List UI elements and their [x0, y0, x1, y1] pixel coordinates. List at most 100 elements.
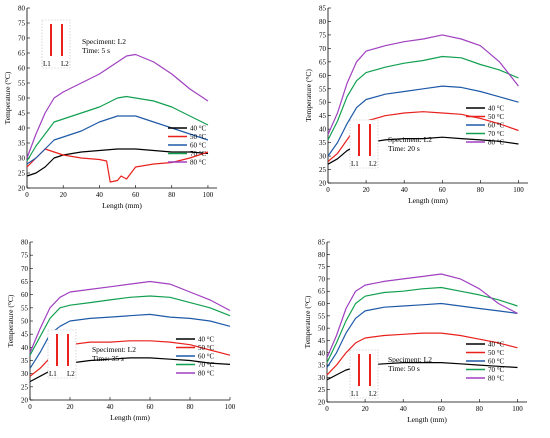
y-tick-label: 50 [318, 325, 326, 333]
y-tick-label: 80 [319, 18, 327, 26]
x-tick-label: 40 [401, 186, 409, 194]
y-tick-label: 65 [318, 288, 326, 296]
series-line-2 [26, 115, 209, 165]
x-axis-label: Length (mm) [110, 413, 150, 422]
x-tick-label: 100 [512, 405, 523, 413]
legend-label-3: 70 °C [198, 361, 215, 369]
y-tick-label: 50 [18, 95, 26, 103]
legend: 40 °C50 °C60 °C70 °C80 °C [466, 105, 505, 147]
inset-label-l1: L1 [351, 160, 359, 168]
inset-frame [349, 119, 379, 169]
y-tick-label: 25 [21, 383, 29, 391]
legend-label-4: 80 °C [488, 375, 505, 383]
x-tick-label: 0 [326, 186, 330, 194]
y-tick-label: 55 [18, 80, 26, 88]
specimen-label: Speciment: L2 [388, 135, 432, 144]
y-tick-label: 45 [318, 337, 326, 345]
x-tick-label: 100 [225, 403, 236, 411]
y-tick-label: 25 [18, 170, 26, 178]
y-tick-label: 50 [319, 99, 327, 107]
y-tick-label: 35 [319, 139, 327, 147]
y-axis-label: Temperature (°C) [303, 295, 312, 348]
specimen-label: Speciment: L2 [82, 37, 126, 46]
x-tick-label: 80 [476, 405, 484, 413]
legend-label-4: 80 °C [190, 159, 207, 167]
series-line-3 [26, 95, 209, 162]
y-tick-label: 20 [319, 180, 327, 188]
x-axis-label: Length (mm) [102, 201, 142, 210]
series-line-1 [327, 111, 519, 162]
series-line-3 [29, 295, 231, 356]
time-label: Time: 35 s [92, 354, 124, 363]
x-tick-label: 80 [187, 403, 195, 411]
x-tick-label: 40 [107, 403, 115, 411]
series-line-0 [327, 136, 519, 165]
x-axis-label: Length (mm) [407, 415, 447, 424]
y-tick-label: 30 [318, 374, 326, 382]
legend-label-3: 70 °C [190, 150, 207, 158]
inset-label-l2: L2 [61, 60, 69, 68]
y-tick-label: 45 [319, 112, 327, 120]
y-tick-label: 25 [318, 386, 326, 394]
series-line-0 [326, 362, 518, 381]
y-tick-label: 35 [318, 362, 326, 370]
specimen-inset: L1 L2 [349, 119, 379, 169]
y-tick-label: 65 [18, 50, 26, 58]
inset-label-l1: L1 [43, 60, 51, 68]
legend: 40 °C50 °C60 °C70 °C80 °C [168, 125, 207, 167]
inset-frame [41, 19, 71, 69]
legend-label-1: 50 °C [488, 349, 505, 357]
y-tick-label: 75 [18, 20, 26, 28]
series-line-4 [327, 34, 519, 135]
y-tick-label: 70 [318, 275, 326, 283]
legend-label-2: 60 °C [198, 353, 215, 361]
x-tick-label: 60 [132, 191, 140, 199]
series-line-1 [326, 332, 518, 376]
y-tick-label: 30 [18, 155, 26, 163]
y-tick-label: 70 [21, 265, 29, 273]
y-tick-label: 55 [319, 85, 327, 93]
x-axis-label: Length (mm) [408, 196, 448, 205]
inset-label-l1: L1 [351, 390, 359, 398]
x-tick-label: 40 [400, 405, 408, 413]
y-tick-label: 60 [21, 291, 29, 299]
inset-label-l2: L2 [369, 390, 377, 398]
legend-label-3: 70 °C [488, 366, 505, 374]
legend-label-0: 40 °C [488, 105, 505, 113]
y-tick-label: 20 [18, 185, 26, 193]
x-tick-label: 0 [28, 403, 32, 411]
y-tick-label: 20 [21, 397, 29, 405]
specimen-inset: L1 L2 [349, 349, 379, 399]
inset-frame [349, 349, 379, 399]
time-label: Time: 5 s [82, 46, 110, 55]
legend-label-1: 50 °C [488, 113, 505, 121]
y-tick-label: 60 [318, 300, 326, 308]
legend-label-0: 40 °C [488, 341, 505, 349]
y-axis-label: Temperature (°C) [304, 69, 313, 122]
legend: 40 °C50 °C60 °C70 °C80 °C [466, 341, 505, 383]
x-tick-label: 60 [438, 405, 446, 413]
legend-label-1: 50 °C [198, 344, 215, 352]
inset-label-l2: L2 [369, 160, 377, 168]
y-axis-label: Temperature (°C) [6, 294, 15, 347]
series-line-2 [326, 302, 518, 368]
inset-label-l2: L2 [67, 370, 75, 378]
y-tick-label: 75 [318, 263, 326, 271]
legend: 40 °C50 °C60 °C70 °C80 °C [176, 336, 215, 378]
series-line-3 [327, 55, 519, 141]
y-tick-label: 85 [318, 239, 326, 247]
y-tick-label: 45 [21, 331, 29, 339]
x-tick-label: 60 [147, 403, 155, 411]
legend-label-4: 80 °C [198, 370, 215, 378]
y-tick-label: 30 [319, 153, 327, 161]
x-tick-label: 100 [513, 186, 524, 194]
legend-label-0: 40 °C [198, 336, 215, 344]
inset-label-l1: L1 [49, 370, 57, 378]
y-tick-label: 65 [319, 58, 327, 66]
y-tick-label: 80 [21, 239, 29, 247]
time-label: Time: 50 s [388, 364, 420, 373]
